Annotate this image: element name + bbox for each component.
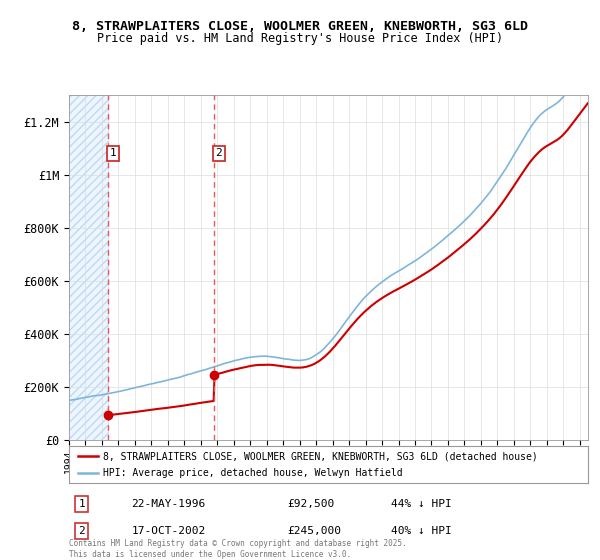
Text: 2: 2 [215, 148, 222, 158]
Text: 1: 1 [79, 499, 85, 509]
Text: 1: 1 [110, 148, 116, 158]
Text: Contains HM Land Registry data © Crown copyright and database right 2025.
This d: Contains HM Land Registry data © Crown c… [69, 539, 407, 559]
Text: 2: 2 [79, 526, 85, 536]
Bar [69, 95, 109, 440]
Text: HPI: Average price, detached house, Welwyn Hatfield: HPI: Average price, detached house, Welw… [103, 468, 403, 478]
Text: 40% ↓ HPI: 40% ↓ HPI [391, 526, 452, 536]
Text: £245,000: £245,000 [287, 526, 341, 536]
Text: Price paid vs. HM Land Registry's House Price Index (HPI): Price paid vs. HM Land Registry's House … [97, 32, 503, 45]
Text: 17-OCT-2002: 17-OCT-2002 [131, 526, 206, 536]
Bar [69, 95, 109, 440]
Text: 8, STRAWPLAITERS CLOSE, WOOLMER GREEN, KNEBWORTH, SG3 6LD (detached house): 8, STRAWPLAITERS CLOSE, WOOLMER GREEN, K… [103, 451, 538, 461]
Text: 22-MAY-1996: 22-MAY-1996 [131, 499, 206, 509]
Text: 8, STRAWPLAITERS CLOSE, WOOLMER GREEN, KNEBWORTH, SG3 6LD: 8, STRAWPLAITERS CLOSE, WOOLMER GREEN, K… [72, 20, 528, 32]
Text: £92,500: £92,500 [287, 499, 334, 509]
Text: 44% ↓ HPI: 44% ↓ HPI [391, 499, 452, 509]
